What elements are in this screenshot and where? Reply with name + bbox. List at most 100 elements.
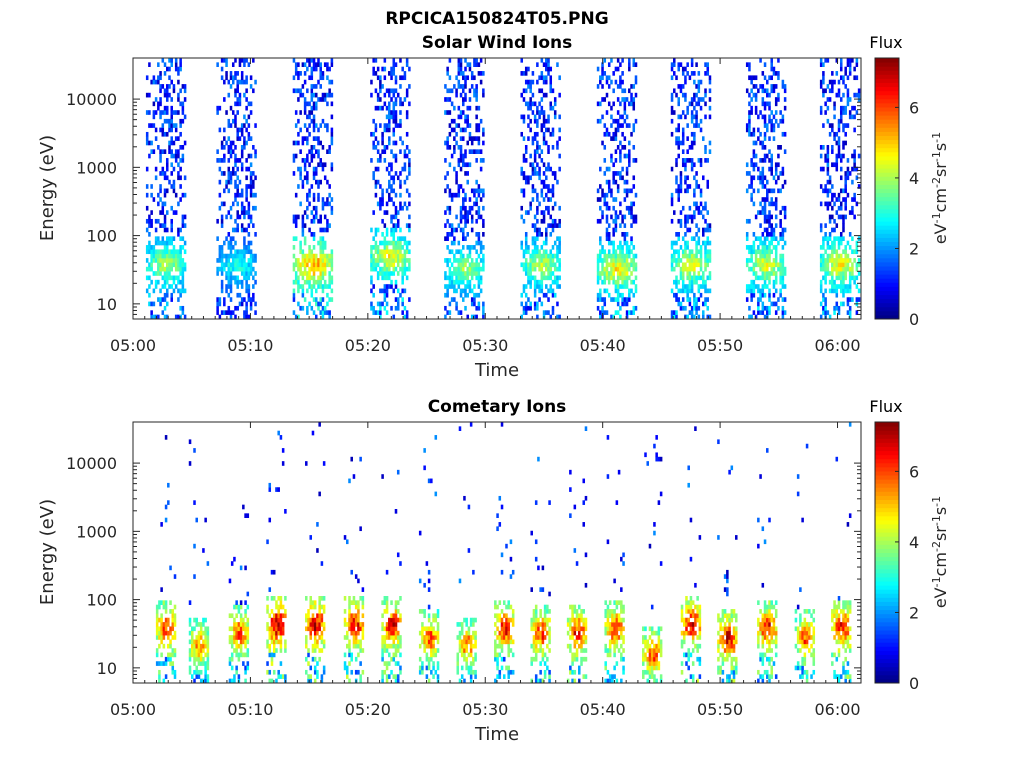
heatmap-cell [163,227,167,233]
heatmap-cell [392,201,396,207]
heatmap-cell [610,271,613,276]
heatmap-cell [225,236,228,241]
heatmap-cell [352,617,356,623]
heatmap-cell [603,301,607,307]
heatmap-cell [457,184,461,189]
heatmap-cell [745,162,749,168]
heatmap-cell [249,84,253,89]
heatmap-cell [779,223,782,228]
heatmap-cell [549,262,553,268]
heatmap-cell [599,101,602,107]
heatmap-cell [625,301,629,307]
heatmap-cell [249,110,253,115]
heatmap-cell [616,84,620,89]
heatmap-cell [630,205,633,211]
heatmap-cell [777,240,780,246]
heatmap-cell [457,279,461,285]
heatmap-cell [343,652,347,658]
heatmap-cell [159,110,162,115]
heatmap-cell [457,71,461,76]
heatmap-cell [318,635,321,640]
heatmap-cell [837,127,841,133]
heatmap-cell [599,118,602,124]
heatmap-cell [403,253,407,259]
heatmap-cell [750,297,753,302]
heatmap-cell [408,66,411,72]
heatmap-cell [477,205,481,211]
heatmap-cell [477,301,481,307]
heatmap-cell [312,105,316,111]
heatmap-cell [164,622,168,627]
heatmap-cell [619,266,622,272]
heatmap-cell [542,62,546,67]
heatmap-cell [824,279,827,285]
heatmap-cell [154,271,158,276]
heatmap-cell [531,184,535,189]
heatmap-cell [607,62,611,67]
heatmap-cell [299,284,302,289]
heatmap-cell [385,288,389,294]
heatmap-cell [164,517,168,523]
heatmap-cell [319,236,322,241]
heatmap-cell [307,609,310,614]
heatmap-cell [160,626,163,632]
heatmap-cell [750,162,753,168]
heatmap-cell [779,275,782,281]
heatmap-cell [757,188,760,194]
heatmap-cell [857,88,861,94]
heatmap-cell [272,626,276,632]
heatmap-cell [399,123,402,128]
heatmap-cell [545,310,548,315]
heatmap-cell [619,158,622,163]
heatmap-cell [540,253,544,259]
heatmap-cell [761,301,765,307]
heatmap-cell [179,236,182,241]
heatmap-cell [524,66,528,72]
heatmap-cell [835,292,839,298]
heatmap-cell [275,630,278,636]
heatmap-cell [601,279,604,285]
heatmap-cell [177,266,180,272]
colorbar-tick-label: 4 [909,169,919,188]
heatmap-cell [630,258,633,263]
heatmap-cell [772,136,776,141]
heatmap-cell [170,297,173,302]
heatmap-cell [774,118,778,124]
heatmap-cell [236,279,239,285]
heatmap-cell [183,214,187,220]
heatmap-cell [520,188,524,194]
heatmap-cell [320,622,324,627]
heatmap-cell [372,118,375,124]
heatmap-cell [235,669,238,675]
heatmap-cell [553,101,557,107]
heatmap-cell [320,674,324,679]
heatmap-cell [844,249,847,255]
heatmap-cell [234,153,237,159]
heatmap-cell [831,127,834,133]
heatmap-cell [839,232,843,237]
heatmap-cell [614,253,618,259]
heatmap-cell [628,245,631,250]
heatmap-cell [294,314,298,320]
heatmap-cell [229,314,233,320]
heatmap-cell [216,271,219,276]
colorbar-step [875,282,899,287]
heatmap-cell [628,158,631,163]
heatmap-cell [556,314,559,320]
heatmap-cell [477,62,481,67]
heatmap-cell [839,258,843,263]
heatmap-cell [457,62,461,67]
heatmap-cell [292,75,296,81]
heatmap-cell [453,240,456,246]
heatmap-cell [619,275,622,281]
heatmap-cell [527,249,530,255]
heatmap-cell [181,214,185,220]
x-tick-label: 05:20 [345,336,391,355]
heatmap-cell [690,158,694,163]
heatmap-cell [688,253,692,259]
heatmap-cell [354,613,358,619]
heatmap-cell [536,79,539,85]
heatmap-cell [675,158,678,163]
heatmap-cell [819,62,823,67]
heatmap-cell [824,201,827,207]
